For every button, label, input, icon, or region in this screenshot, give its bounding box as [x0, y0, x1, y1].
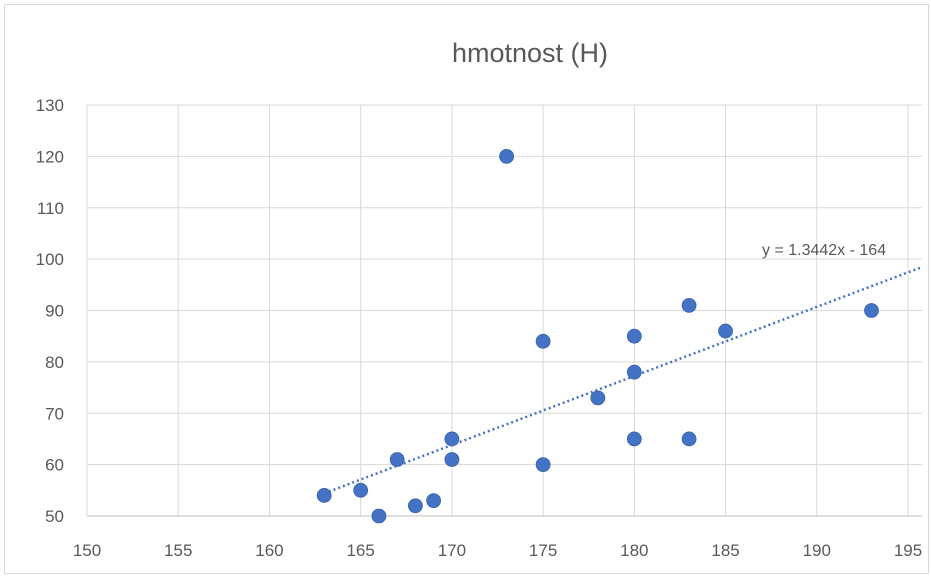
data-points: [316, 148, 879, 524]
data-point: [626, 431, 642, 447]
data-point: [426, 493, 442, 508]
x-tick-label: 195: [894, 541, 922, 560]
data-point: [316, 488, 332, 503]
y-tick-label: 130: [36, 96, 64, 115]
data-point: [389, 452, 405, 467]
y-tick-label: 50: [45, 507, 64, 526]
x-tick-label: 190: [803, 541, 831, 560]
data-point: [864, 303, 879, 318]
x-tick-label: 180: [620, 541, 648, 560]
data-point: [371, 508, 387, 524]
data-point: [535, 457, 551, 473]
gridlines: [87, 104, 922, 516]
data-point: [444, 452, 460, 467]
x-tick-label: 175: [529, 541, 557, 560]
axes: [86, 105, 922, 517]
data-point: [718, 323, 733, 339]
trendline-group: y = 1.3442x - 164: [323, 242, 922, 495]
y-tick-label: 100: [36, 250, 64, 269]
data-point: [535, 333, 551, 349]
y-tick-label: 110: [37, 199, 64, 218]
data-point: [626, 328, 642, 344]
y-tick-label: 90: [45, 302, 64, 321]
data-point: [407, 498, 423, 514]
data-point: [681, 297, 697, 313]
y-tick-label: 120: [36, 147, 64, 166]
y-tick-label: 60: [45, 456, 64, 475]
data-point: [444, 431, 460, 447]
trendline-equation: y = 1.3442x - 164: [762, 242, 886, 259]
chart-title: hmotnost (H): [452, 38, 608, 68]
data-point: [681, 431, 697, 447]
data-point: [353, 482, 369, 498]
x-tick-label: 150: [73, 541, 101, 560]
x-tick-label: 165: [346, 541, 374, 560]
x-tick-label: 155: [164, 541, 192, 560]
data-point: [499, 148, 515, 164]
chart-frame: [4, 4, 929, 574]
x-tick-label: 185: [711, 541, 739, 560]
y-tick-label: 80: [45, 353, 64, 372]
y-tick-label: 70: [45, 404, 64, 423]
x-tick-label: 160: [255, 541, 283, 560]
x-tick-label: 170: [438, 541, 466, 560]
data-point: [590, 390, 606, 406]
tick-labels: 50 60 70 80 90 100 110 120 130 150 155 160 165 170 175…: [36, 96, 922, 560]
data-point: [626, 364, 642, 380]
trendline: [323, 265, 922, 495]
